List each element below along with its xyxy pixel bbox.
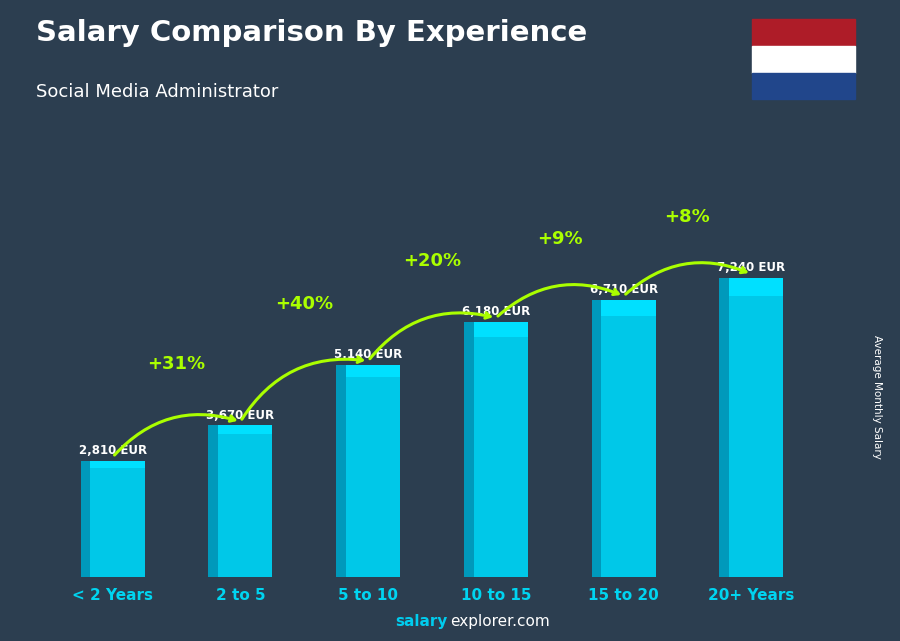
Bar — [752, 46, 855, 72]
Bar — [81, 461, 90, 577]
Bar — [591, 300, 601, 577]
Bar — [90, 461, 145, 468]
Text: salary: salary — [395, 615, 447, 629]
Bar — [90, 461, 145, 577]
Text: 6,710 EUR: 6,710 EUR — [590, 283, 658, 296]
Bar — [752, 19, 855, 46]
Text: +20%: +20% — [403, 251, 461, 270]
Bar — [337, 365, 346, 577]
Bar — [473, 322, 527, 577]
Text: +31%: +31% — [148, 355, 205, 373]
Text: 6,180 EUR: 6,180 EUR — [462, 305, 530, 318]
Bar — [346, 365, 400, 378]
Bar — [218, 425, 273, 577]
Text: 3,670 EUR: 3,670 EUR — [206, 408, 274, 422]
Bar — [209, 425, 218, 577]
Bar — [473, 322, 527, 337]
Text: 7,240 EUR: 7,240 EUR — [717, 261, 786, 274]
Text: 5,140 EUR: 5,140 EUR — [334, 348, 402, 361]
Bar — [729, 278, 783, 577]
Text: Average Monthly Salary: Average Monthly Salary — [872, 335, 883, 460]
Bar — [601, 300, 655, 317]
Bar — [464, 322, 473, 577]
Text: +8%: +8% — [664, 208, 710, 226]
Bar — [752, 72, 855, 99]
Text: Social Media Administrator: Social Media Administrator — [36, 83, 278, 101]
Bar — [719, 278, 729, 577]
Bar — [601, 300, 655, 577]
Text: 2,810 EUR: 2,810 EUR — [78, 444, 147, 457]
Bar — [346, 365, 400, 577]
Text: explorer.com: explorer.com — [450, 615, 550, 629]
Text: +9%: +9% — [537, 229, 582, 247]
Text: +40%: +40% — [275, 294, 333, 313]
Bar — [729, 278, 783, 296]
Bar — [218, 425, 273, 435]
Text: Salary Comparison By Experience: Salary Comparison By Experience — [36, 19, 587, 47]
